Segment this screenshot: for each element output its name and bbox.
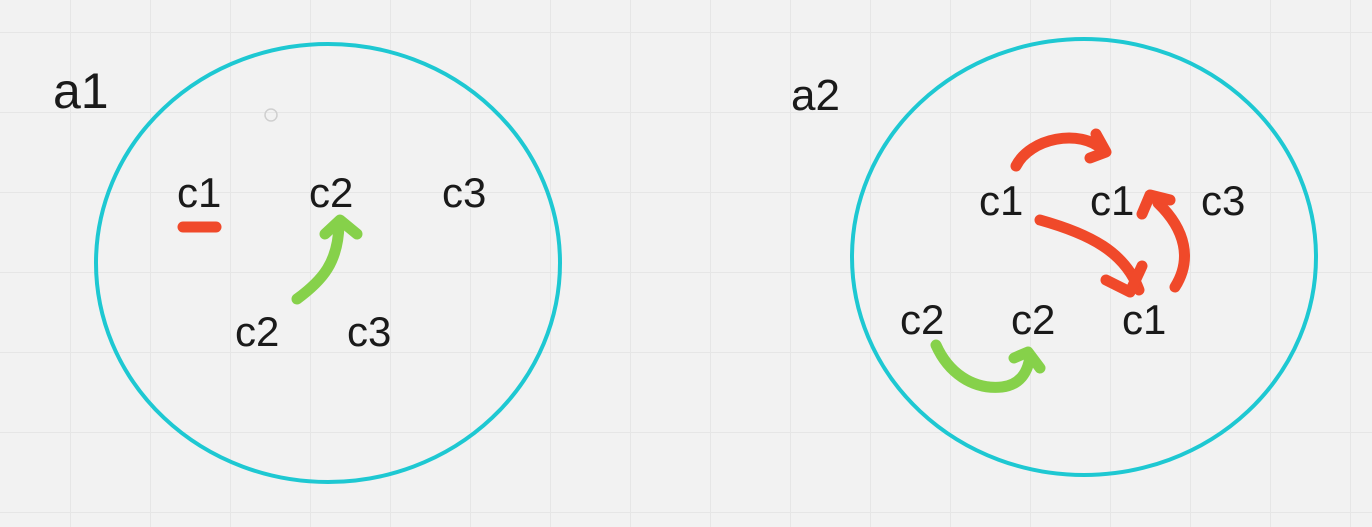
a1-item-c2-top: c2 (309, 169, 353, 216)
a2-red-arrow-down-head (1100, 260, 1148, 298)
group-a2: a2 c1 c1 c3 c2 c2 c1 (791, 37, 1318, 477)
group-a2-circle (850, 37, 1318, 477)
a2-red-arrow-top-head (1084, 128, 1112, 164)
a1-item-c3-top: c3 (442, 169, 486, 216)
a1-item-c2-bottom: c2 (235, 308, 279, 355)
a2-green-arrow-shaft (930, 339, 1036, 393)
a2-red-arrow-up-head (1136, 189, 1176, 220)
a2-item-c1-mid: c1 (1090, 177, 1134, 224)
a2-green-arrow-head (1008, 346, 1046, 374)
a2-item-c3: c3 (1201, 177, 1245, 224)
a2-red-arrow-top-shaft (1010, 132, 1109, 172)
group-a2-label: a2 (791, 71, 840, 120)
a2-item-c2-right: c2 (1011, 296, 1055, 343)
group-a1-circle (94, 42, 562, 484)
cursor-dot (264, 108, 278, 122)
a1-green-arrow-head (319, 214, 363, 240)
a2-red-arrow-up-shaft (1152, 197, 1190, 293)
a1-green-arrow-shaft (291, 219, 345, 305)
a2-item-c1-left: c1 (979, 177, 1023, 224)
a1-item-c1: c1 (177, 169, 221, 216)
a2-item-c1-bottom: c1 (1122, 296, 1166, 343)
group-a1-label: a1 (53, 63, 109, 119)
group-a1: a1 c1 c2 c3 c2 c3 (53, 42, 562, 484)
a1-item-c3-bottom: c3 (347, 308, 391, 355)
a2-red-arrow-down-shaft (1034, 214, 1145, 296)
a2-item-c2-left: c2 (900, 296, 944, 343)
